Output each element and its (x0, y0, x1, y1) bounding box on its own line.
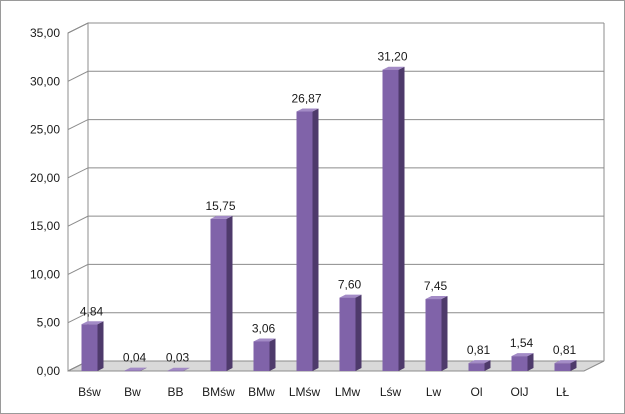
gridline (67, 119, 604, 131)
x-tick-label: LMśw (289, 385, 321, 399)
x-tick-label: Bśw (78, 385, 101, 399)
bar-front (167, 370, 184, 372)
bar-9 (425, 296, 448, 371)
bar-front (81, 324, 98, 371)
bar-front (124, 370, 141, 372)
bar-front (253, 341, 270, 371)
bar-side (398, 66, 405, 371)
gridline (67, 70, 604, 82)
bars (81, 66, 577, 372)
x-tick-label: BMw (248, 385, 275, 399)
gridline (67, 312, 604, 324)
bar-11 (511, 353, 534, 371)
bar-8 (382, 66, 405, 371)
bar-front (382, 69, 399, 371)
gridlines (67, 22, 605, 372)
bar-top (554, 360, 577, 364)
bar-12 (554, 360, 577, 371)
data-label: 0,81 (467, 343, 491, 357)
bar-side (527, 353, 534, 371)
bar-front (554, 363, 571, 371)
bar-top (339, 294, 362, 298)
bar-top (382, 66, 405, 70)
x-tick-label: Bw (124, 385, 141, 399)
bar-top (511, 353, 534, 357)
bar-side (269, 338, 276, 371)
bar-10 (468, 360, 491, 371)
bar-front (511, 356, 528, 371)
bar-top (253, 338, 276, 342)
y-tick-label: 10,00 (30, 267, 60, 281)
x-tick-label: LMw (335, 385, 361, 399)
x-tick-label: BB (167, 385, 183, 399)
chart-walls (67, 22, 605, 372)
bar-front (339, 297, 356, 371)
data-label: 7,45 (424, 279, 448, 293)
bar-front (210, 218, 227, 371)
bar-side (441, 296, 448, 371)
y-axis-labels: 0,00 5,00 10,00 15,00 20,00 25,00 30,00 35,00 (30, 26, 60, 378)
bar-side (484, 360, 491, 371)
y-tick-label: 15,00 (30, 219, 60, 233)
bar-top (425, 296, 448, 300)
bar-front (296, 111, 313, 371)
bar-side (140, 367, 147, 371)
bar-side (183, 367, 190, 371)
bar-1 (81, 321, 104, 371)
gridline (67, 215, 604, 227)
data-label: 0,04 (123, 351, 147, 365)
bar-4 (210, 215, 233, 371)
y-tick-label: 20,00 (30, 171, 60, 185)
bar-top (124, 367, 147, 371)
gridline (67, 22, 604, 34)
bar-2 (124, 367, 147, 372)
x-tick-label: Ol (471, 385, 483, 399)
data-label: 0,81 (553, 343, 577, 357)
x-tick-label: LŁ (556, 385, 570, 399)
bar-top (81, 321, 104, 325)
bar-top (210, 215, 233, 219)
data-label: 4,84 (80, 304, 104, 318)
gridline (67, 263, 604, 275)
bar-top (468, 360, 491, 364)
bar-front (468, 363, 485, 371)
side-wall (67, 22, 89, 372)
bar-top (296, 108, 319, 112)
bar-side (97, 321, 104, 371)
data-label: 0,03 (166, 351, 190, 365)
bar-5 (253, 338, 276, 371)
y-tick-label: 5,00 (37, 316, 61, 330)
x-tick-label: Lśw (380, 385, 402, 399)
bar-side (355, 294, 362, 371)
data-labels: 4,84 0,04 0,03 15,75 3,06 26,87 7,60 31,20 7,45 0… (80, 50, 577, 365)
bar-side (312, 108, 319, 371)
bar-6 (296, 108, 319, 371)
gridline (67, 167, 604, 179)
data-label: 15,75 (205, 199, 235, 213)
y-tick-label: 0,00 (37, 364, 61, 378)
y-tick-label: 35,00 (30, 26, 60, 40)
bar-side (570, 360, 577, 371)
bar-7 (339, 294, 362, 371)
x-axis-labels: Bśw Bw BB BMśw BMw LMśw LMw Lśw Lw Ol OlJ LŁ (78, 385, 569, 399)
bar-front (425, 299, 442, 371)
bar-top (167, 367, 190, 371)
y-tick-label: 30,00 (30, 74, 60, 88)
x-tick-label: BMśw (202, 385, 235, 399)
data-label: 26,87 (291, 92, 321, 106)
bar-3 (167, 367, 190, 372)
x-tick-label: Lw (426, 385, 442, 399)
bar-side (226, 215, 233, 371)
x-tick-label: OlJ (511, 385, 529, 399)
data-label: 7,60 (338, 278, 362, 292)
data-label: 31,20 (377, 50, 407, 64)
data-label: 1,54 (510, 336, 534, 350)
data-label: 3,06 (252, 321, 276, 335)
y-tick-label: 25,00 (30, 123, 60, 137)
